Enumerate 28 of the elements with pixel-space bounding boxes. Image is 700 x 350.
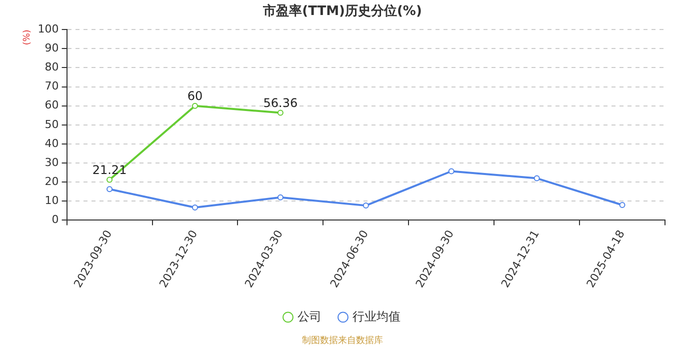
point [277,110,284,116]
point [619,202,626,208]
chart-title: 市盈率(TTM)历史分位(%) [262,3,422,20]
y-tick-label: 10 [44,194,59,208]
y-tick-label: 80 [44,60,59,74]
point [192,204,198,210]
y-tick-label: 70 [44,80,59,93]
y-tick-label: 100 [38,22,59,36]
y-tick-label: 20 [44,174,59,188]
data-label: 56.36 [263,96,298,110]
point [106,176,113,183]
y-tick-label: 40 [44,136,59,150]
y-tick-label: 50 [44,118,59,131]
y-tick-label: 60 [44,98,59,112]
y-tick-label: 30 [44,156,59,169]
point [106,186,113,192]
point [362,202,369,209]
text: 制图数据来自数据库 [302,334,383,346]
point [448,168,454,174]
point [277,194,284,200]
point [534,175,540,182]
y-tick-label: 90 [44,42,59,55]
data-label: 60 [187,88,203,103]
y-axis-title: (%) [22,30,33,46]
legend-label: 行业均值 [352,309,400,324]
point [192,102,198,109]
y-tick-label: 0 [52,213,59,226]
legend-label: 公司 [298,309,322,324]
